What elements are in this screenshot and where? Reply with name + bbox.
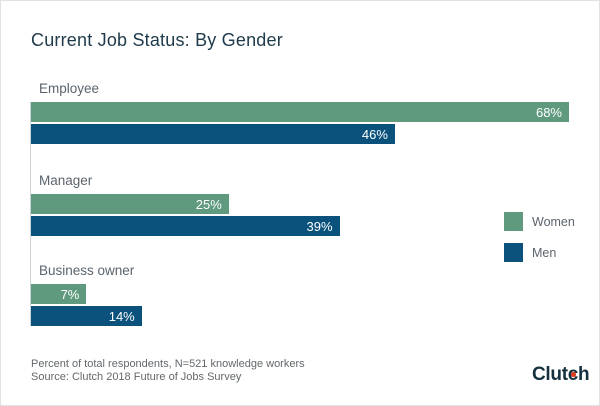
category-label: Business owner [39,263,135,278]
bar-men-manager: 39% [31,216,340,236]
legend-item-women: Women [504,212,575,231]
legend-label: Women [532,214,575,229]
bar-group-business-owner: Business owner 7% 14% [31,263,569,327]
legend-swatch-men [504,243,523,262]
bar-value-label: 39% [306,218,333,234]
logo-text: Clut [532,364,568,385]
bar-value-label: 7% [60,286,80,302]
bar-women-manager: 25% [31,194,229,214]
bar-group-employee: Employee 68% 46% [31,81,569,145]
legend-label: Men [532,245,557,260]
bar-value-label: 14% [108,308,135,324]
bar-value-label: 46% [361,126,388,142]
logo-text: h [578,364,590,385]
logo-letter-c: c [568,364,579,386]
legend-item-men: Men [504,243,575,262]
y-axis-line [30,102,31,326]
footnotes: Percent of total respondents, N=521 know… [31,358,305,384]
bar-women-business-owner: 7% [31,284,87,304]
category-label: Employee [39,81,100,96]
footnote-respondents: Percent of total respondents, N=521 know… [31,358,305,370]
bar-men-business-owner: 14% [31,306,142,326]
bar-women-employee: 68% [31,102,569,122]
logo-red-dot-icon [571,372,576,377]
bar-group-manager: Manager 25% 39% [31,173,569,237]
legend: Women Men [504,212,575,274]
chart-title: Current Job Status: By Gender [31,30,283,50]
footnote-source: Source: Clutch 2018 Future of Jobs Surve… [31,371,242,383]
legend-swatch-women [504,212,523,231]
bar-value-label: 68% [535,104,562,120]
category-label: Manager [39,173,93,188]
bar-value-label: 25% [195,196,222,212]
clutch-logo: Clutch [532,364,590,386]
bar-men-employee: 46% [31,124,395,144]
